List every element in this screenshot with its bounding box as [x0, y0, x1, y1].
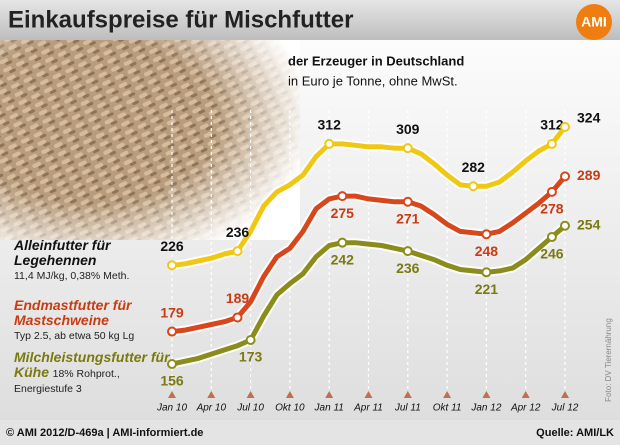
data-label: 282	[462, 159, 486, 175]
point-marker	[167, 359, 177, 369]
tick-mark	[285, 391, 294, 398]
chart-title: Einkaufspreise für Mischfutter	[8, 6, 353, 33]
x-tick-label: Jul 12	[551, 403, 579, 414]
x-tick-label: Jul 10	[236, 403, 264, 414]
data-label: 254	[577, 216, 601, 232]
data-label: 173	[239, 349, 263, 365]
point-marker	[468, 181, 479, 192]
legend-name: Alleinfutter für Legehennen	[14, 237, 111, 268]
tick-mark	[403, 391, 412, 398]
photo-fade	[0, 40, 300, 240]
tick-mark	[246, 391, 255, 398]
point-marker	[337, 237, 348, 248]
tick-mark	[207, 391, 216, 398]
data-label: 242	[331, 251, 355, 267]
data-label: 324	[577, 110, 601, 126]
point-marker	[546, 186, 557, 197]
data-label: 246	[540, 246, 564, 262]
x-tick-label: Okt 11	[433, 403, 462, 414]
data-label: 179	[160, 304, 184, 320]
legend-name: Milchleistungsfutter für Kühe	[14, 349, 170, 380]
data-label: 248	[475, 243, 499, 259]
x-tick-label: Jan 10	[156, 403, 187, 414]
x-tick-label: Jan 11	[314, 403, 344, 414]
data-label: 275	[331, 205, 355, 221]
legend-entry: Milchleistungsfutter für Kühe 18% Rohpro…	[14, 350, 174, 396]
tick-mark	[521, 391, 530, 398]
photo-credit: Foto: DV Tierernährung	[604, 318, 613, 402]
legend-note: Typ 2.5, ab etwa 50 kg Lg	[14, 330, 135, 342]
x-tick-label: Apr 10	[196, 403, 227, 414]
subtitle: der Erzeuger in Deutschland	[288, 53, 464, 68]
x-tick-label: Okt 10	[275, 403, 305, 414]
x-tick-label: Jul 11	[394, 403, 421, 414]
logo: AMI	[581, 14, 607, 30]
point-marker	[402, 143, 413, 154]
tick-mark	[482, 391, 491, 398]
footer-bar	[0, 420, 620, 445]
data-label: 278	[540, 201, 564, 217]
point-marker	[402, 246, 413, 257]
data-label: 309	[396, 121, 420, 137]
point-marker	[245, 335, 256, 346]
x-tick-label: Apr 11	[353, 403, 383, 414]
data-label: 312	[540, 117, 564, 133]
data-label: 236	[396, 260, 420, 276]
data-label: 289	[577, 167, 601, 183]
point-marker	[481, 267, 492, 278]
data-label: 226	[160, 238, 184, 254]
point-marker	[167, 326, 177, 337]
x-tick-label: Apr 12	[510, 403, 541, 414]
point-marker	[560, 122, 570, 132]
tick-mark	[325, 391, 334, 398]
data-label: 236	[226, 224, 250, 240]
series-line	[169, 223, 568, 367]
source: Quelle: AMI/LK	[536, 427, 614, 439]
point-marker	[232, 246, 243, 257]
data-label: 271	[396, 210, 420, 226]
title-bar	[0, 0, 620, 40]
point-marker	[560, 171, 570, 182]
legend-note: 11,4 MJ/kg, 0,38% Meth.	[14, 270, 130, 282]
x-tick-label: Jan 12	[470, 403, 501, 414]
point-marker	[402, 196, 413, 207]
data-label: 312	[318, 117, 342, 133]
legend-note: 18% Rohprot., Energiestufe 3	[14, 368, 120, 395]
point-marker	[560, 220, 570, 231]
point-marker	[546, 138, 557, 149]
data-label: 189	[226, 290, 250, 306]
point-marker	[232, 312, 243, 323]
footer-left: © AMI 2012/D-469a | AMI-informiert.de	[6, 427, 203, 439]
legend-name: Endmastfutter für Mastschweine	[14, 297, 132, 328]
point-marker	[546, 232, 557, 243]
legend-entry: Endmastfutter für Mastschweine Typ 2.5, a…	[14, 298, 164, 343]
point-marker	[337, 191, 348, 202]
unit-note: in Euro je Tonne, ohne MwSt.	[288, 73, 458, 88]
tick-mark	[168, 391, 176, 398]
data-label: 221	[475, 281, 499, 297]
tick-mark	[561, 391, 569, 398]
tick-mark	[443, 391, 452, 398]
legend-entry: Alleinfutter für Legehennen 11,4 MJ/kg, 0…	[14, 238, 144, 283]
point-marker	[324, 138, 335, 149]
point-marker	[167, 260, 177, 271]
tick-mark	[364, 391, 373, 398]
data-label: 156	[160, 373, 184, 389]
point-marker	[481, 229, 492, 240]
logo-badge	[576, 4, 612, 40]
